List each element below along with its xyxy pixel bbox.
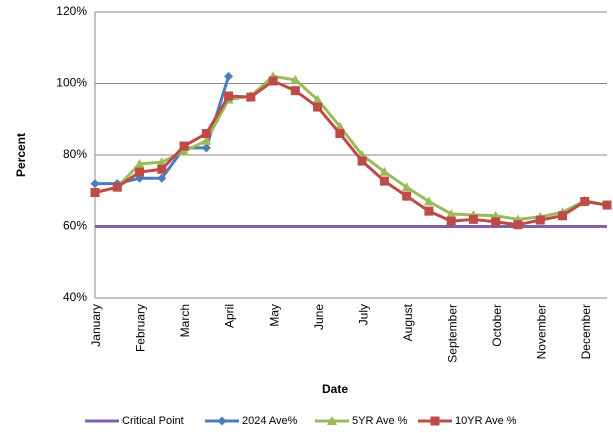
marker <box>446 208 457 218</box>
marker <box>290 86 300 96</box>
marker <box>90 179 100 189</box>
marker <box>491 217 501 227</box>
marker <box>90 188 100 198</box>
marker <box>327 416 337 425</box>
marker <box>135 167 145 177</box>
marker <box>513 220 523 230</box>
marker <box>134 158 145 168</box>
marker <box>423 196 434 206</box>
x-tick-label: June <box>312 304 326 330</box>
y-tick-label: 100% <box>56 76 87 90</box>
y-tick-label: 40% <box>63 290 87 304</box>
y-tick-label: 60% <box>63 219 87 233</box>
marker <box>379 166 390 176</box>
marker <box>201 129 211 139</box>
marker <box>401 182 412 192</box>
marker <box>557 211 567 221</box>
marker <box>312 94 323 104</box>
x-tick-label: December <box>579 304 593 359</box>
legend-label: Critical Point <box>122 415 184 427</box>
marker <box>224 71 234 81</box>
y-tick-label: 80% <box>63 147 87 161</box>
marker <box>446 216 456 226</box>
marker <box>430 416 440 426</box>
marker <box>334 121 345 131</box>
marker <box>313 102 323 112</box>
marker <box>217 416 227 426</box>
marker <box>201 143 211 153</box>
marker <box>112 182 122 192</box>
marker <box>179 146 190 156</box>
legend-label: 5YR Ave % <box>352 415 408 427</box>
marker <box>290 74 301 84</box>
marker <box>602 200 612 210</box>
x-tick-label: May <box>267 304 281 327</box>
series-line <box>94 79 608 227</box>
marker <box>424 206 434 216</box>
marker <box>357 156 367 166</box>
marker <box>157 173 167 183</box>
marker <box>535 215 545 225</box>
x-tick-label: April <box>223 304 237 328</box>
x-tick-label: October <box>490 304 504 347</box>
marker <box>224 91 234 101</box>
marker <box>468 214 478 224</box>
x-axis-label: Date <box>322 382 348 396</box>
legend-label: 2024 Ave% <box>242 415 298 427</box>
x-tick-label: July <box>356 304 370 325</box>
marker <box>379 176 389 186</box>
x-tick-label: November <box>534 304 548 359</box>
x-tick-label: September <box>445 304 459 363</box>
y-tick-label: 120% <box>56 4 87 18</box>
y-axis-label: Percent <box>14 133 28 177</box>
x-tick-label: February <box>134 304 148 352</box>
marker <box>179 141 189 151</box>
marker <box>156 157 167 167</box>
marker <box>402 191 412 201</box>
marker <box>157 164 167 174</box>
x-tick-label: March <box>178 304 192 337</box>
marker <box>201 135 212 145</box>
marker <box>268 76 278 86</box>
marker <box>335 129 345 139</box>
marker <box>580 196 590 206</box>
marker <box>246 92 256 102</box>
legend-label: 10YR Ave % <box>455 415 517 427</box>
x-tick-label: January <box>89 304 103 347</box>
x-tick-label: August <box>401 303 415 341</box>
